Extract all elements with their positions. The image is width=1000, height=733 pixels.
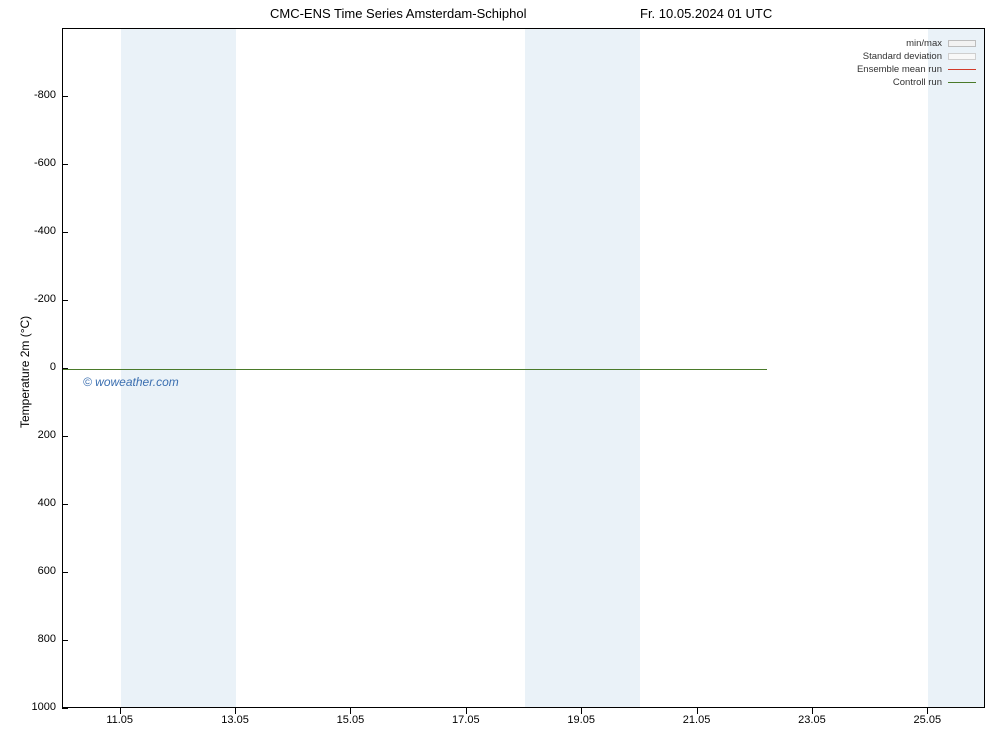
x-tick-mark — [581, 708, 582, 714]
y-tick-label: -400 — [16, 225, 56, 237]
y-tick-mark — [62, 300, 68, 301]
legend-item: Standard deviation — [857, 50, 976, 62]
y-tick-mark — [62, 164, 68, 165]
x-tick-mark — [466, 708, 467, 714]
weekend-band — [121, 29, 236, 707]
y-tick-mark — [62, 640, 68, 641]
chart-title-right: Fr. 10.05.2024 01 UTC — [640, 6, 772, 21]
legend-label: Ensemble mean run — [857, 64, 942, 75]
weekend-band — [525, 29, 640, 707]
x-tick-label: 25.05 — [907, 714, 947, 726]
y-tick-label: 1000 — [16, 701, 56, 713]
y-tick-label: 800 — [16, 633, 56, 645]
x-tick-label: 23.05 — [792, 714, 832, 726]
legend-label: Standard deviation — [863, 51, 942, 62]
x-tick-label: 17.05 — [446, 714, 486, 726]
legend-line-swatch — [948, 82, 976, 83]
y-tick-label: -200 — [16, 293, 56, 305]
x-tick-mark — [697, 708, 698, 714]
x-tick-label: 21.05 — [677, 714, 717, 726]
chart-container: CMC-ENS Time Series Amsterdam-Schiphol F… — [0, 0, 1000, 733]
y-tick-label: 200 — [16, 429, 56, 441]
legend: min/max Standard deviation Ensemble mean r… — [857, 37, 976, 89]
legend-item: Controll run — [857, 76, 976, 88]
x-tick-mark — [235, 708, 236, 714]
x-tick-mark — [812, 708, 813, 714]
y-tick-mark — [62, 232, 68, 233]
x-tick-label: 15.05 — [330, 714, 370, 726]
x-tick-label: 13.05 — [215, 714, 255, 726]
legend-label: Controll run — [893, 77, 942, 88]
y-tick-mark — [62, 504, 68, 505]
y-tick-label: 600 — [16, 565, 56, 577]
legend-label: min/max — [906, 38, 942, 49]
x-tick-label: 11.05 — [100, 714, 140, 726]
y-tick-label: -800 — [16, 89, 56, 101]
y-tick-mark — [62, 436, 68, 437]
x-tick-mark — [927, 708, 928, 714]
y-tick-mark — [62, 572, 68, 573]
control-run-line — [63, 369, 767, 370]
plot-area: © woweather.com min/max Standard deviatio… — [62, 28, 985, 708]
legend-line-swatch — [948, 69, 976, 70]
chart-title-left: CMC-ENS Time Series Amsterdam-Schiphol — [270, 6, 526, 21]
legend-swatch — [948, 40, 976, 47]
x-tick-mark — [120, 708, 121, 714]
y-tick-label: -600 — [16, 157, 56, 169]
x-tick-mark — [350, 708, 351, 714]
watermark-text: © woweather.com — [83, 375, 179, 389]
legend-swatch — [948, 53, 976, 60]
y-tick-mark — [62, 708, 68, 709]
weekend-band — [928, 29, 985, 707]
legend-item: Ensemble mean run — [857, 63, 976, 75]
y-tick-label: 0 — [16, 361, 56, 373]
y-tick-label: 400 — [16, 497, 56, 509]
y-tick-mark — [62, 96, 68, 97]
y-tick-mark — [62, 368, 68, 369]
x-tick-label: 19.05 — [561, 714, 601, 726]
legend-item: min/max — [857, 37, 976, 49]
